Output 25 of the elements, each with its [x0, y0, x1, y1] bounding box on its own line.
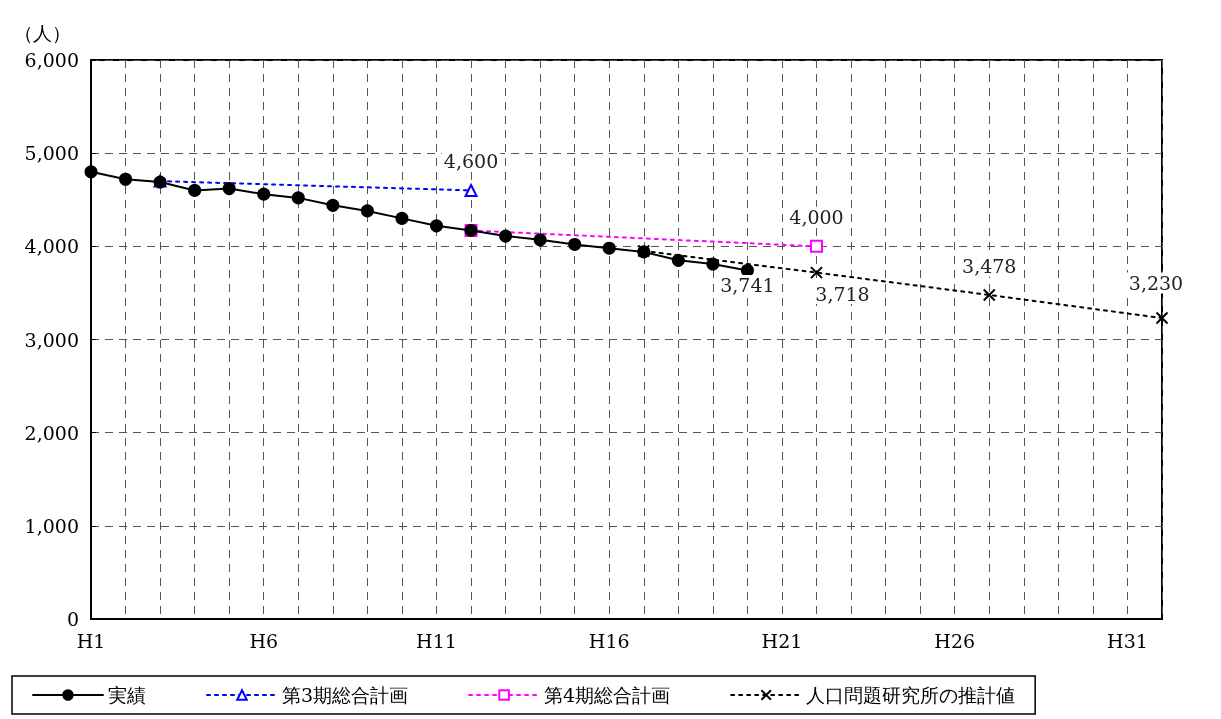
y-tick-label: 3,000	[24, 328, 79, 351]
legend-label: 第3期総合計画	[282, 684, 409, 706]
data-label: 3,478	[962, 254, 1017, 277]
x-tick-label: H16	[588, 629, 630, 652]
x-tick-label: H26	[934, 629, 976, 652]
data-label: 4,600	[443, 150, 499, 173]
x-tick-label: H11	[416, 629, 457, 652]
x-tick-label: H21	[761, 629, 803, 652]
y-tick-label: 5,000	[24, 142, 79, 165]
y-tick-label: 2,000	[24, 421, 79, 444]
data-label: 3,718	[815, 282, 870, 305]
y-tick-label: 0	[66, 608, 79, 630]
data-label: 4,000	[789, 206, 844, 229]
legend-label: 第4期総合計画	[544, 684, 671, 706]
legend-label: 人口問題研究所の推計値	[806, 684, 1016, 706]
y-axis-title: （人）	[14, 21, 71, 44]
x-tick-label: H1	[76, 629, 106, 652]
x-tick-label: H31	[1107, 629, 1148, 652]
y-tick-label: 4,000	[24, 235, 79, 258]
y-tick-label: 6,000	[24, 49, 79, 71]
x-tick-label: H6	[249, 629, 279, 652]
data-label: 3,230	[1128, 272, 1184, 295]
legend-label: 実績	[108, 684, 146, 706]
y-tick-label: 1,000	[24, 514, 79, 537]
data-label: 3,741	[720, 274, 775, 297]
